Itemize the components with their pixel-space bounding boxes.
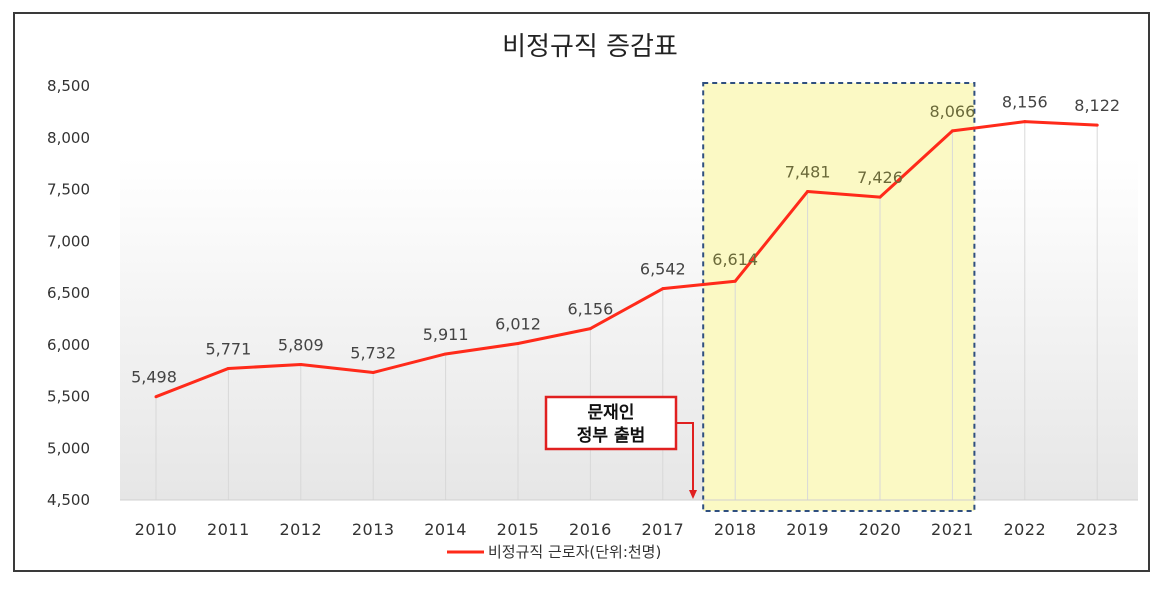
data-point xyxy=(371,370,375,374)
x-tick-label: 2020 xyxy=(859,520,902,539)
data-label: 7,481 xyxy=(785,162,831,181)
y-tick-label: 5,000 xyxy=(47,439,90,457)
x-tick-label: 2017 xyxy=(641,520,684,539)
series-line xyxy=(155,120,1098,399)
data-label: 5,732 xyxy=(350,343,396,362)
data-point xyxy=(444,352,448,356)
data-label: 8,066 xyxy=(929,102,975,121)
annotation-text: 정부 출범 xyxy=(577,426,645,446)
data-point xyxy=(1023,120,1027,124)
y-tick-label: 7,500 xyxy=(47,181,90,199)
x-tick-label: 2022 xyxy=(1003,520,1046,539)
highlight-region xyxy=(702,82,976,512)
x-tick-label: 2014 xyxy=(424,520,467,539)
data-point xyxy=(588,327,592,331)
data-point xyxy=(661,287,665,291)
x-tick-label: 2021 xyxy=(931,520,974,539)
data-label: 5,771 xyxy=(205,339,251,358)
data-point xyxy=(806,189,810,193)
data-label: 7,426 xyxy=(857,168,903,187)
data-label: 5,809 xyxy=(278,336,324,355)
annotation-arrowhead xyxy=(689,490,697,499)
data-point xyxy=(950,129,954,133)
data-label: 6,012 xyxy=(495,315,541,334)
x-tick-label: 2015 xyxy=(497,520,540,539)
data-point xyxy=(733,279,737,283)
y-tick-label: 6,500 xyxy=(47,284,90,302)
data-label: 5,498 xyxy=(131,368,177,387)
data-label: 6,542 xyxy=(640,260,686,279)
x-tick-label: 2019 xyxy=(786,520,829,539)
y-tick-label: 5,500 xyxy=(47,388,90,406)
y-tick-label: 6,000 xyxy=(47,336,90,354)
data-point xyxy=(878,195,882,199)
x-tick-label: 2013 xyxy=(352,520,395,539)
data-point xyxy=(154,395,158,399)
x-tick-label: 2023 xyxy=(1076,520,1119,539)
y-tick-label: 7,000 xyxy=(47,232,90,250)
data-label: 6,614 xyxy=(712,250,758,269)
data-point xyxy=(516,342,520,346)
chart-title: 비정규직 증감표 xyxy=(502,32,678,62)
annotation-connector xyxy=(676,422,694,492)
y-tick-label: 8,500 xyxy=(47,77,90,95)
data-label: 6,156 xyxy=(567,300,613,319)
annotation-text: 문재인 xyxy=(588,403,635,423)
data-label: 8,156 xyxy=(1002,93,1048,112)
x-tick-label: 2016 xyxy=(569,520,612,539)
data-point xyxy=(226,366,230,370)
data-point xyxy=(1095,123,1099,127)
x-tick-label: 2018 xyxy=(714,520,757,539)
data-point xyxy=(299,363,303,367)
x-tick-label: 2011 xyxy=(207,520,250,539)
data-label: 5,911 xyxy=(423,325,469,344)
y-tick-label: 4,500 xyxy=(47,491,90,509)
legend-label: 비정규직 근로자(단위:천명) xyxy=(488,543,661,561)
x-tick-label: 2012 xyxy=(279,520,322,539)
x-tick-label: 2010 xyxy=(135,520,178,539)
data-label: 8,122 xyxy=(1074,96,1120,115)
y-tick-label: 8,000 xyxy=(47,129,90,147)
